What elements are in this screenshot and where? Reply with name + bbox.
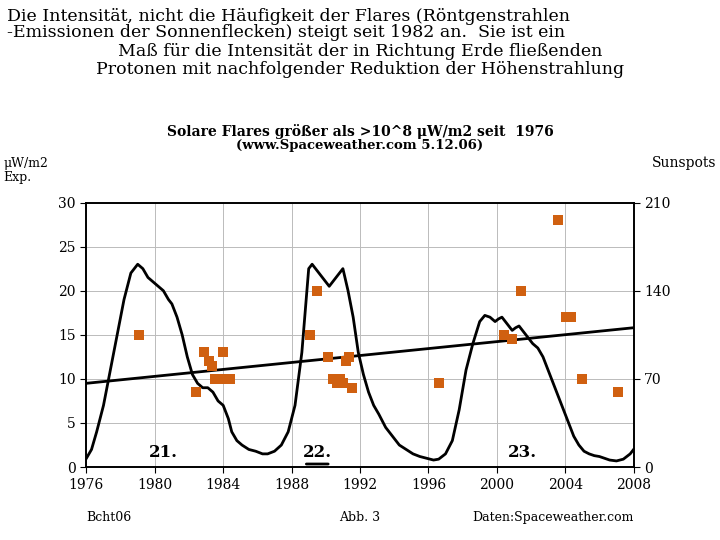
Point: [515, 286, 526, 295]
Point: [560, 313, 572, 321]
Text: Abb. 3: Abb. 3: [339, 511, 381, 524]
Point: [199, 348, 210, 357]
Text: Exp.: Exp.: [4, 171, 32, 184]
Point: [212, 375, 223, 383]
Point: [337, 379, 348, 388]
Point: [506, 335, 518, 343]
Point: [343, 353, 355, 361]
Text: Daten:Spaceweather.com: Daten:Spaceweather.com: [472, 511, 634, 524]
Point: [328, 375, 339, 383]
Point: [331, 379, 343, 388]
Point: [346, 383, 358, 392]
Text: Solare Flares größer als >10^8 μW/m2 seit  1976: Solare Flares größer als >10^8 μW/m2 sei…: [166, 124, 554, 139]
Text: Maß für die Intensität der in Richtung Erde fließenden: Maß für die Intensität der in Richtung E…: [118, 43, 602, 60]
Text: -Emissionen der Sonnenflecken) steigt seit 1982 an.  Sie ist ein: -Emissionen der Sonnenflecken) steigt se…: [7, 24, 565, 41]
Point: [552, 216, 564, 225]
Point: [305, 330, 316, 339]
Point: [220, 375, 232, 383]
Point: [498, 330, 509, 339]
Text: μW/m2: μW/m2: [4, 157, 48, 170]
Text: 21.: 21.: [149, 444, 178, 461]
Text: Die Intensität, nicht die Häufigkeit der Flares (Röntgenstrahlen: Die Intensität, nicht die Häufigkeit der…: [7, 8, 570, 25]
Point: [322, 353, 333, 361]
Point: [225, 375, 236, 383]
Text: (www.Spaceweather.com 5.12.06): (www.Spaceweather.com 5.12.06): [236, 139, 484, 152]
Point: [190, 388, 202, 396]
Text: 23.: 23.: [508, 444, 537, 461]
Point: [203, 357, 215, 366]
Point: [335, 375, 346, 383]
Point: [613, 388, 624, 396]
Point: [207, 361, 218, 370]
Point: [312, 286, 323, 295]
Point: [209, 375, 220, 383]
Text: Bcht06: Bcht06: [86, 511, 132, 524]
Point: [565, 313, 577, 321]
Text: 22.: 22.: [302, 444, 332, 461]
Text: Sunspots: Sunspots: [652, 156, 716, 170]
Point: [217, 348, 229, 357]
Point: [577, 375, 588, 383]
Text: Protonen mit nachfolgender Reduktion der Höhenstrahlung: Protonen mit nachfolgender Reduktion der…: [96, 61, 624, 78]
Point: [433, 379, 444, 388]
Point: [134, 330, 145, 339]
Point: [341, 357, 352, 366]
